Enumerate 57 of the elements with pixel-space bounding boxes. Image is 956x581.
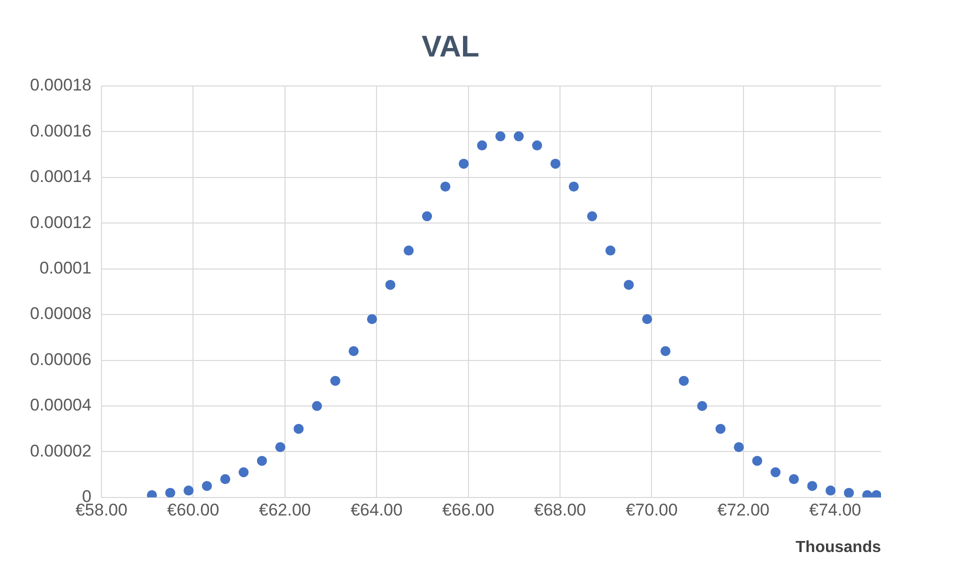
point — [532, 140, 542, 150]
y-tick-label: 0.00008 — [30, 304, 92, 324]
point — [458, 158, 469, 169]
point — [275, 442, 286, 452]
x-tick-label: €66.00 — [442, 500, 494, 520]
point — [165, 488, 176, 498]
point — [844, 488, 854, 498]
point — [678, 376, 689, 386]
x-tick-label: €64.00 — [350, 500, 403, 520]
chart-title: VAL — [422, 30, 480, 64]
y-tick-label: 0.0001 — [39, 258, 92, 278]
x-tick-label: €72.00 — [717, 500, 770, 520]
point — [550, 158, 560, 169]
point — [660, 346, 670, 356]
point — [238, 467, 249, 478]
point — [624, 280, 634, 290]
x-tick-label: €62.00 — [258, 500, 311, 520]
point — [568, 182, 579, 192]
point — [826, 486, 836, 496]
x-tick-label: €74.00 — [809, 500, 862, 520]
point — [605, 246, 616, 256]
point — [256, 456, 267, 466]
point — [220, 474, 230, 484]
point — [788, 474, 799, 484]
x-tick-label: €60.00 — [167, 500, 220, 520]
point — [587, 211, 598, 222]
point — [367, 314, 377, 324]
x-tick-label: €68.00 — [534, 500, 586, 520]
point — [477, 140, 488, 150]
point — [184, 486, 194, 496]
point — [734, 442, 744, 452]
point — [404, 246, 414, 256]
point — [752, 456, 762, 466]
point — [807, 480, 818, 491]
point — [440, 182, 450, 192]
point — [202, 480, 212, 491]
x-tick-label: €70.00 — [626, 500, 678, 520]
point — [348, 346, 359, 356]
y-tick-label: 0.00004 — [30, 396, 92, 415]
point — [716, 424, 726, 434]
point — [422, 211, 432, 222]
y-tick-label: 0.00014 — [30, 167, 92, 186]
point — [514, 131, 524, 142]
point — [330, 376, 340, 386]
point — [495, 131, 506, 142]
point — [642, 314, 652, 324]
y-tick-label: 0.00018 — [30, 76, 92, 95]
point — [294, 424, 304, 434]
y-tick-label: 0.00016 — [30, 121, 92, 140]
point — [770, 467, 781, 478]
point — [312, 400, 322, 411]
point — [385, 280, 396, 290]
y-tick-label: 0.00012 — [30, 212, 92, 232]
point — [697, 400, 708, 411]
y-tick-label: 0.00002 — [30, 441, 92, 460]
y-tick-label: 0.00006 — [30, 350, 92, 369]
x-axis-title: Thousands — [796, 538, 882, 556]
